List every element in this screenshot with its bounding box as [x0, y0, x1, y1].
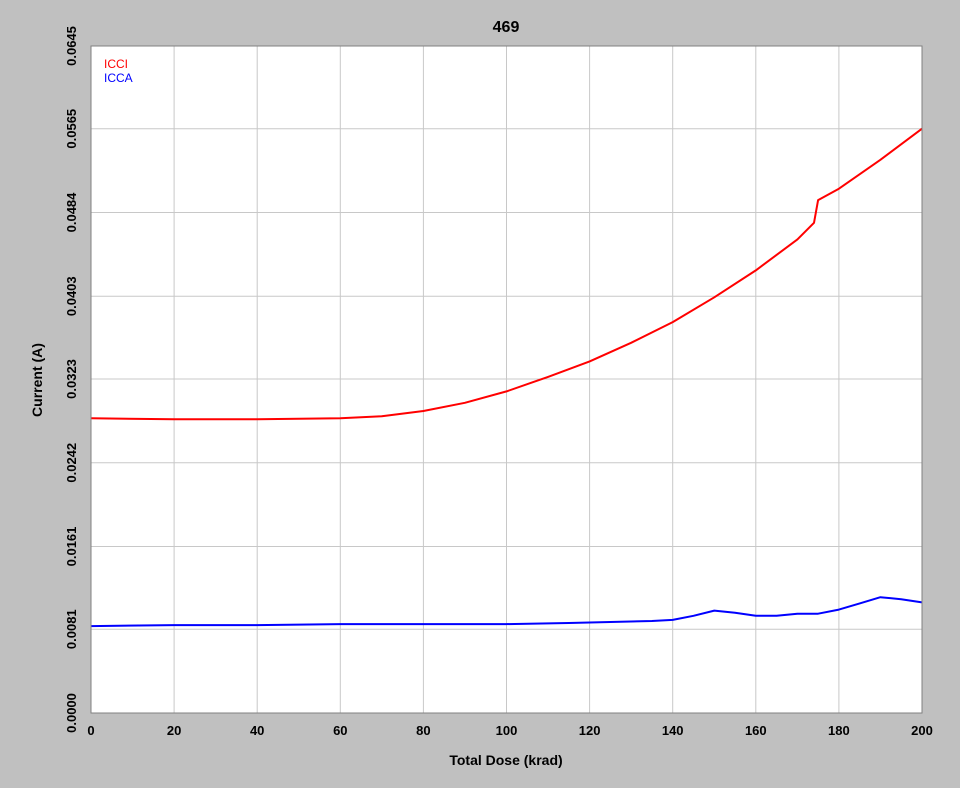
x-tick-label: 40 — [250, 723, 264, 738]
x-tick-label: 20 — [167, 723, 181, 738]
x-tick-label: 100 — [496, 723, 518, 738]
series-line-icci — [90, 127, 923, 421]
y-tick-labels: 0.0000 0.0081 0.0161 0.0242 0.0323 0.0403 0.04… — [64, 26, 79, 733]
y-tick-label: 0.0323 — [64, 359, 79, 399]
chart-title: 469 — [493, 19, 520, 36]
x-tick-label: 160 — [745, 723, 767, 738]
x-axis-label: Total Dose (krad) — [449, 752, 562, 768]
y-tick-label: 0.0484 — [64, 192, 79, 233]
x-tick-label: 0 — [87, 723, 94, 738]
legend-entry-icca: ICCA — [104, 71, 133, 85]
x-tick-label: 200 — [911, 723, 933, 738]
x-tick-label: 140 — [662, 723, 684, 738]
y-tick-label: 0.0000 — [64, 693, 79, 733]
y-tick-label: 0.0242 — [64, 443, 79, 483]
y-axis-label: Current (A) — [29, 343, 45, 417]
plot-border — [90, 45, 923, 714]
y-tick-label: 0.0403 — [64, 276, 79, 316]
legend-entry-icci: ICCI — [104, 57, 128, 71]
y-tick-label: 0.0161 — [64, 527, 79, 567]
series-line-icca — [90, 596, 923, 628]
x-tick-labels: 0 20 40 60 80 100 120 140 160 180 200 — [87, 723, 932, 738]
x-tick-label: 120 — [579, 723, 601, 738]
x-tick-label: 180 — [828, 723, 850, 738]
x-tick-label: 80 — [416, 723, 430, 738]
series-group — [90, 127, 923, 628]
y-tick-label: 0.0645 — [64, 26, 79, 66]
y-tick-label: 0.0565 — [64, 109, 79, 149]
x-tick-label: 60 — [333, 723, 347, 738]
y-tick-label: 0.0081 — [64, 609, 79, 649]
